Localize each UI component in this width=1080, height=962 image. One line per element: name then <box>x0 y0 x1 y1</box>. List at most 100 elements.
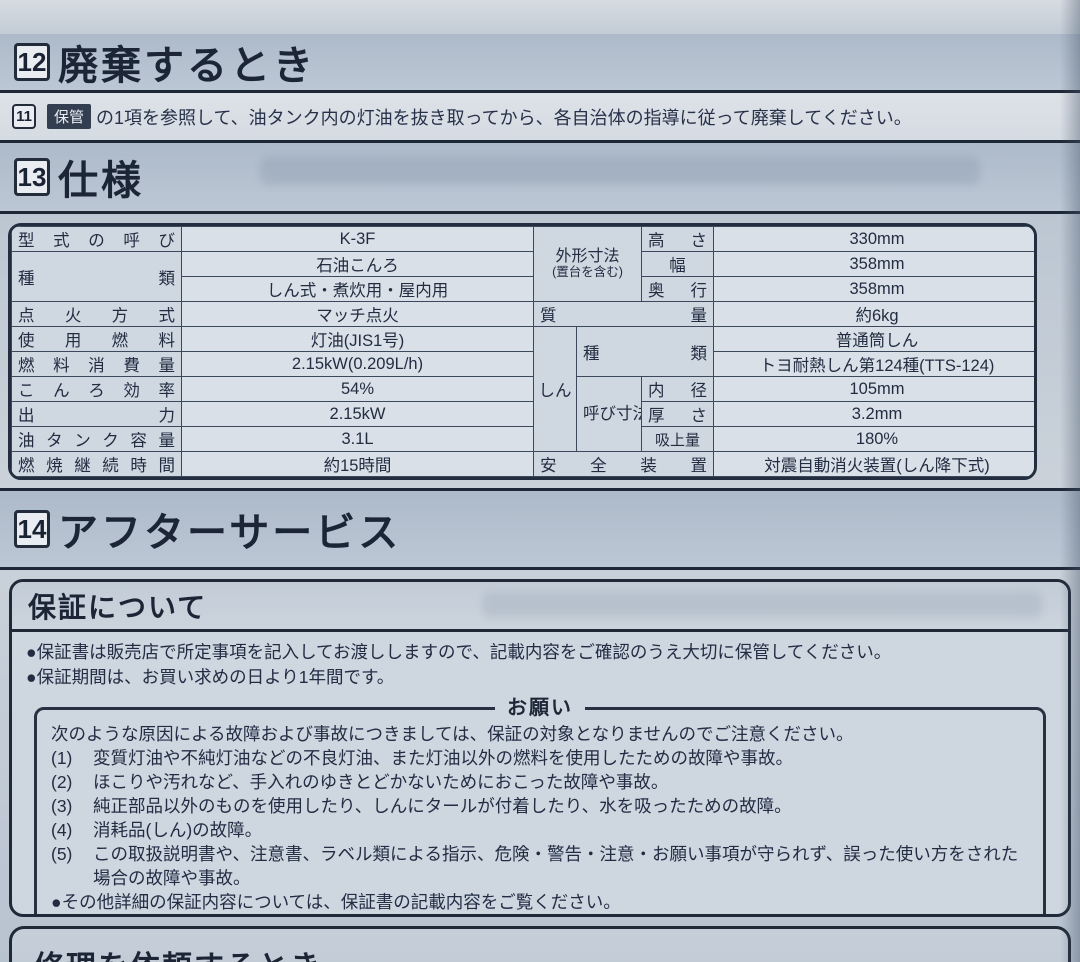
section-disposal-header: 12 廃棄するとき <box>0 34 1080 90</box>
onegai-item-text: 変質灯油や不純灯油などの不良灯油、また灯油以外の燃料を使用したための故障や事故。 <box>93 748 793 768</box>
bleed-through-ghost <box>260 157 980 185</box>
repair-title: 修理を依頼するとき <box>12 929 1068 962</box>
warranty-box: 保証について ●保証書は販売店で所定事項を記入してお渡ししますので、記載内容をご… <box>9 579 1071 917</box>
spec-kind-label: 種類 <box>11 251 182 302</box>
table-row: 種類 石油こんろ 幅 358mm <box>11 251 1034 302</box>
spec-thickness-value: 3.2mm <box>713 401 1034 427</box>
onegai-item-text: 消耗品(しん)の故障。 <box>93 820 263 840</box>
spec-width-value: 358mm <box>713 251 1034 277</box>
onegai-footer: ●その他詳細の保証内容については、保証書の記載内容をご覧ください。 <box>51 892 621 912</box>
spec-efficiency-label: こんろ効率 <box>11 376 182 402</box>
spec-consumption-value: 2.15kW(0.209L/h) <box>181 351 534 377</box>
warranty-body: ●保証書は販売店で所定事項を記入してお渡ししますので、記載内容をご確認のうえ大切… <box>12 632 1068 914</box>
onegai-item-text: 純正部品以外のものを使用したり、しんにタールが付着したり、水を吸ったための故障。 <box>93 796 792 816</box>
bleed-through-ghost <box>482 592 1042 618</box>
spec-wick-type-value-2: トヨ耐熱しん第124種(TTS-124) <box>713 351 1034 377</box>
spec-inner-diameter-value: 105mm <box>713 376 1034 402</box>
onegai-item-number: (4) <box>51 820 73 840</box>
onegai-item-1: (1) 変質灯油や不純灯油などの不良灯油、また灯油以外の燃料を使用したための故障… <box>51 746 1031 770</box>
table-row: 使用燃料 灯油(JIS1号) しん 種類 普通筒しん <box>11 326 1034 452</box>
section-spec-header: 13 仕様 <box>0 143 1080 211</box>
spec-kind-value-2: しん式・煮炊用・屋内用 <box>181 276 534 302</box>
spec-dimensions-label-note: (置台を含む) <box>552 264 623 279</box>
spec-wick-type-label: 種類 <box>575 326 715 377</box>
spec-output-value: 2.15kW <box>181 401 534 427</box>
disposal-note-text: の1項を参照して、油タンク内の灯油を抜き取ってから、各自治体の指導に従って廃棄し… <box>96 107 912 128</box>
onegai-label: お願い <box>495 695 585 721</box>
divider-rule <box>0 211 1080 214</box>
section-number-box: 13 <box>14 158 50 196</box>
warranty-bullet-1: ●保証書は販売店で所定事項を記入してお渡ししますので、記載内容をご確認のうえ大切… <box>26 642 892 662</box>
spec-mass-value: 約6kg <box>713 301 1034 327</box>
onegai-item-text: この取扱説明書や、注意書、ラベル類による指示、危険・警告・注意・お願い事項が守ら… <box>93 844 1019 888</box>
table-row: 出力 2.15kW 厚さ 3.2mm <box>11 401 1034 427</box>
divider-rule <box>0 567 1080 570</box>
section-disposal-title: 廃棄するとき <box>58 44 316 88</box>
spec-safety-value: 対震自動消火装置(しん降下式) <box>713 451 1034 477</box>
table-row: 型式の呼び K-3F 外形寸法 (置台を含む) 高さ 330mm <box>11 226 1034 302</box>
spec-inner-diameter-label: 内径 <box>641 376 715 402</box>
spec-height-value: 330mm <box>713 226 1034 252</box>
disposal-note: 11 保管 の1項を参照して、油タンク内の灯油を抜き取ってから、各自治体の指導に… <box>0 93 1080 140</box>
onegai-item-text: ほこりや汚れなど、手入れのゆきとどかないためにおこった故障や事故。 <box>93 772 669 792</box>
section-number-box: 14 <box>14 510 50 548</box>
onegai-item-3: (3) 純正部品以外のものを使用したり、しんにタールが付着したり、水を吸ったため… <box>51 794 1031 818</box>
spec-tank-label: 油タンク容量 <box>11 426 182 452</box>
warranty-title: 保証について <box>28 591 208 623</box>
spec-safety-label: 安全装置 <box>532 451 715 477</box>
spec-model-label: 型式の呼び <box>11 226 182 252</box>
spec-efficiency-value: 54% <box>181 376 534 402</box>
warranty-bullet-2: ●保証期間は、お買い求めの日より1年間です。 <box>26 667 395 687</box>
spec-ignition-label: 点火方式 <box>11 301 182 327</box>
table-row: しん式・煮炊用・屋内用 奥行 358mm <box>12 276 1034 302</box>
spec-tank-value: 3.1L <box>181 426 534 452</box>
reference-number-box: 11 <box>12 104 36 129</box>
spec-fuel-label: 使用燃料 <box>11 326 182 352</box>
spec-kind-value-1: 石油こんろ <box>181 251 534 277</box>
spec-depth-label: 奥行 <box>641 276 715 302</box>
onegai-item-4: (4) 消耗品(しん)の故障。 <box>51 818 1031 842</box>
table-row: こんろ効率 54% 呼び寸法 内径 105mm <box>11 376 1034 452</box>
spec-table: 型式の呼び K-3F 外形寸法 (置台を含む) 高さ 330mm 種類 石油こん… <box>8 223 1037 480</box>
onegai-item-number: (2) <box>51 772 73 792</box>
spec-fuel-value: 灯油(JIS1号) <box>181 326 534 352</box>
spec-consumption-label: 燃料消費量 <box>11 351 182 377</box>
spec-dimensions-label: 外形寸法 (置台を含む) <box>532 226 643 302</box>
spec-burn-time-value: 約15時間 <box>181 451 534 477</box>
onegai-item-number: (1) <box>51 748 73 768</box>
table-row: 燃焼継続時間 約15時間 安全装置 対震自動消火装置(しん降下式) <box>11 451 1034 477</box>
spec-suction-value: 180% <box>713 426 1034 452</box>
divider-rule <box>0 488 1080 491</box>
page-top-margin <box>0 0 1080 34</box>
spec-depth-value: 358mm <box>713 276 1034 302</box>
table-row: 燃料消費量 2.15kW(0.209L/h) トヨ耐熱しん第124種(TTS-1… <box>11 351 1034 377</box>
warranty-box-header: 保証について <box>12 582 1068 632</box>
table-row: 油タンク容量 3.1L 吸上量 180% <box>11 426 1034 452</box>
onegai-item-number: (3) <box>51 796 73 816</box>
section-after-service-header: 14 アフターサービス <box>0 491 1080 567</box>
section-spec-title: 仕様 <box>58 159 144 203</box>
onegai-intro: 次のような原因による故障および事故につきましては、保証の対象となりませんのでご注… <box>51 724 854 744</box>
onegai-item-5: (5) この取扱説明書や、注意書、ラベル類による指示、危険・警告・注意・お願い事… <box>51 842 1031 890</box>
spec-dimensions-label-main: 外形寸法 <box>555 248 620 266</box>
spec-thickness-label: 厚さ <box>641 401 715 427</box>
spec-burn-time-label: 燃焼継続時間 <box>11 451 182 477</box>
spec-suction-label: 吸上量 <box>641 426 715 452</box>
spec-output-label: 出力 <box>11 401 182 427</box>
onegai-item-number: (5) <box>51 844 73 864</box>
spec-ignition-value: マッチ点火 <box>181 301 534 327</box>
spec-mass-label: 質量 <box>532 301 715 327</box>
divider-rule <box>0 140 1080 143</box>
storage-reference-badge: 保管 <box>47 104 92 129</box>
onegai-item-2: (2) ほこりや汚れなど、手入れのゆきとどかないためにおこった故障や事故。 <box>51 770 1031 794</box>
divider-rule <box>0 90 1080 93</box>
spec-width-label: 幅 <box>641 251 715 277</box>
repair-box: 修理を依頼するとき <box>9 926 1071 962</box>
spec-wick-type-value-1: 普通筒しん <box>713 326 1034 352</box>
spec-model-value: K-3F <box>181 226 534 252</box>
spec-height-label: 高さ <box>641 226 715 252</box>
section-number-box: 12 <box>14 43 50 81</box>
onegai-box: お願い 次のような原因による故障および事故につきましては、保証の対象となりません… <box>34 695 1046 914</box>
spec-wick-size-label: 呼び寸法 <box>575 376 643 452</box>
